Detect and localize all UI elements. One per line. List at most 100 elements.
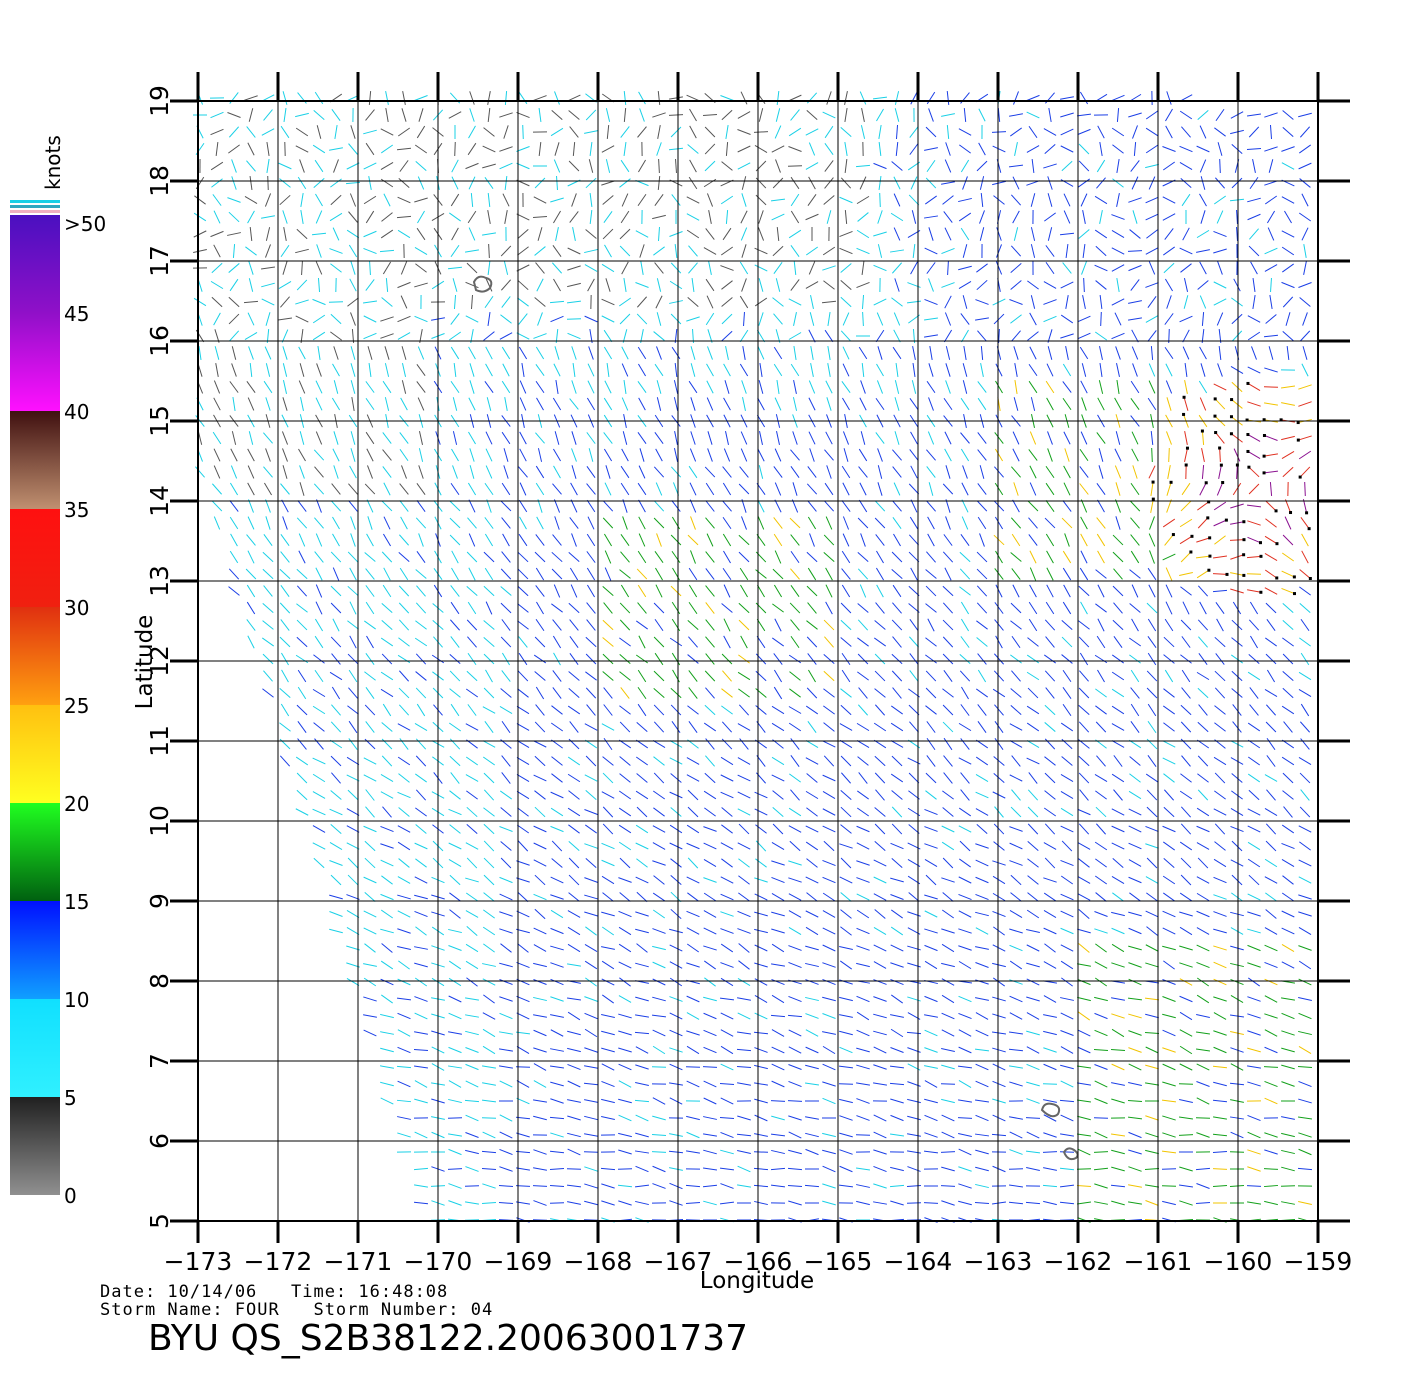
wind-barb	[398, 585, 410, 597]
wind-barb	[315, 567, 323, 581]
wind-barb	[1196, 892, 1210, 902]
wind-barb	[924, 928, 938, 934]
wind-barb	[806, 892, 818, 902]
wind-barb	[840, 755, 852, 767]
wind-barb	[499, 332, 513, 340]
wind-barb	[634, 1031, 650, 1035]
wind-barb	[788, 127, 802, 137]
wind-barb	[621, 448, 629, 462]
wind-barb	[943, 772, 953, 784]
wind-barb	[248, 278, 254, 292]
wind-barb	[299, 159, 305, 173]
wind-barb	[876, 550, 884, 564]
wind-barb	[534, 671, 546, 681]
wind-barb	[536, 397, 544, 411]
wind-barb	[1199, 482, 1207, 496]
wind-barb	[924, 334, 938, 338]
wind-barb	[519, 380, 527, 394]
wind-barb	[1111, 1028, 1125, 1038]
wind-barb	[1162, 979, 1176, 985]
wind-barb	[1282, 110, 1294, 120]
wind-barb	[264, 193, 272, 207]
wind-barb	[891, 823, 903, 835]
wind-barb	[1064, 448, 1070, 462]
wind-barb	[1011, 533, 1021, 547]
wind-barb	[637, 482, 647, 496]
wind-barb	[1266, 669, 1276, 683]
wind-barb	[570, 584, 578, 598]
wind-barb	[708, 210, 712, 224]
wind-barb	[652, 978, 666, 986]
wind-barb	[1114, 312, 1122, 326]
wind-barb	[398, 807, 410, 817]
wind-barb	[552, 397, 562, 411]
lon-tick-label: −159	[1284, 1247, 1353, 1276]
wind-barb	[1298, 945, 1312, 951]
wind-barb	[754, 1114, 768, 1122]
wind-barb	[534, 874, 546, 886]
wind-barb	[993, 195, 1005, 205]
wind-barb	[363, 876, 377, 884]
wind-barb	[601, 1047, 615, 1053]
wind-barb	[1264, 1080, 1278, 1088]
wind-barb	[1196, 1014, 1210, 1018]
wind-barb	[772, 637, 784, 647]
wind-barb	[773, 262, 783, 274]
wind-barb	[299, 482, 305, 496]
wind-barb	[1111, 1013, 1125, 1019]
wind-barb	[840, 177, 852, 189]
wind-barb	[1232, 601, 1242, 615]
wind-barb	[584, 996, 598, 1002]
wind-barb	[1111, 927, 1125, 935]
wind-barb	[330, 636, 342, 648]
wind-barb	[707, 329, 713, 343]
wind-barb	[550, 962, 564, 968]
wind-barb	[347, 297, 359, 307]
wind-barb	[703, 842, 717, 850]
wind-barb	[824, 177, 834, 189]
wind-barb	[567, 807, 581, 817]
wind-barb	[702, 1066, 718, 1068]
wind-barb	[994, 482, 1004, 496]
wind-barb	[261, 637, 275, 647]
wind-barb	[297, 738, 307, 750]
wind-barb	[213, 465, 221, 479]
wind-barb	[1065, 346, 1069, 360]
wind-barb	[894, 108, 900, 122]
wind-barb	[1265, 909, 1277, 919]
wind-barb	[244, 196, 258, 204]
wind-barb	[1128, 637, 1142, 647]
wind-barb	[1165, 363, 1173, 377]
wind-barb	[330, 194, 342, 206]
wind-barb	[874, 670, 886, 682]
wind-barb	[1025, 1117, 1041, 1119]
wind-barb	[1145, 110, 1159, 120]
wind-barb	[924, 1029, 938, 1037]
island-outline	[1040, 1102, 1061, 1118]
wind-barb	[1196, 1132, 1210, 1138]
wind-barb	[960, 789, 970, 801]
wind-barb	[720, 943, 734, 953]
wind-barb	[398, 670, 410, 682]
wind-barb	[349, 278, 357, 292]
wind-barb	[859, 584, 867, 598]
wind-barb	[1026, 722, 1040, 732]
wind-barb	[1231, 790, 1243, 800]
wind-barb	[994, 704, 1004, 716]
wind-barb	[1247, 1081, 1261, 1087]
wind-barb	[1213, 248, 1227, 254]
wind-barb	[874, 807, 886, 817]
wind-barb	[1010, 602, 1022, 614]
wind-barb	[889, 1184, 905, 1188]
rain-flag	[1262, 418, 1266, 422]
wind-barb	[1145, 1046, 1159, 1054]
wind-barb	[1180, 738, 1192, 750]
wind-barb	[906, 1031, 922, 1035]
wind-barb	[807, 516, 817, 530]
wind-barb	[587, 363, 595, 377]
wind-barb	[1030, 397, 1036, 411]
rain-flag	[1214, 431, 1218, 435]
wind-barb	[874, 620, 886, 630]
wind-barb	[975, 911, 989, 917]
wind-barb	[873, 1166, 887, 1172]
